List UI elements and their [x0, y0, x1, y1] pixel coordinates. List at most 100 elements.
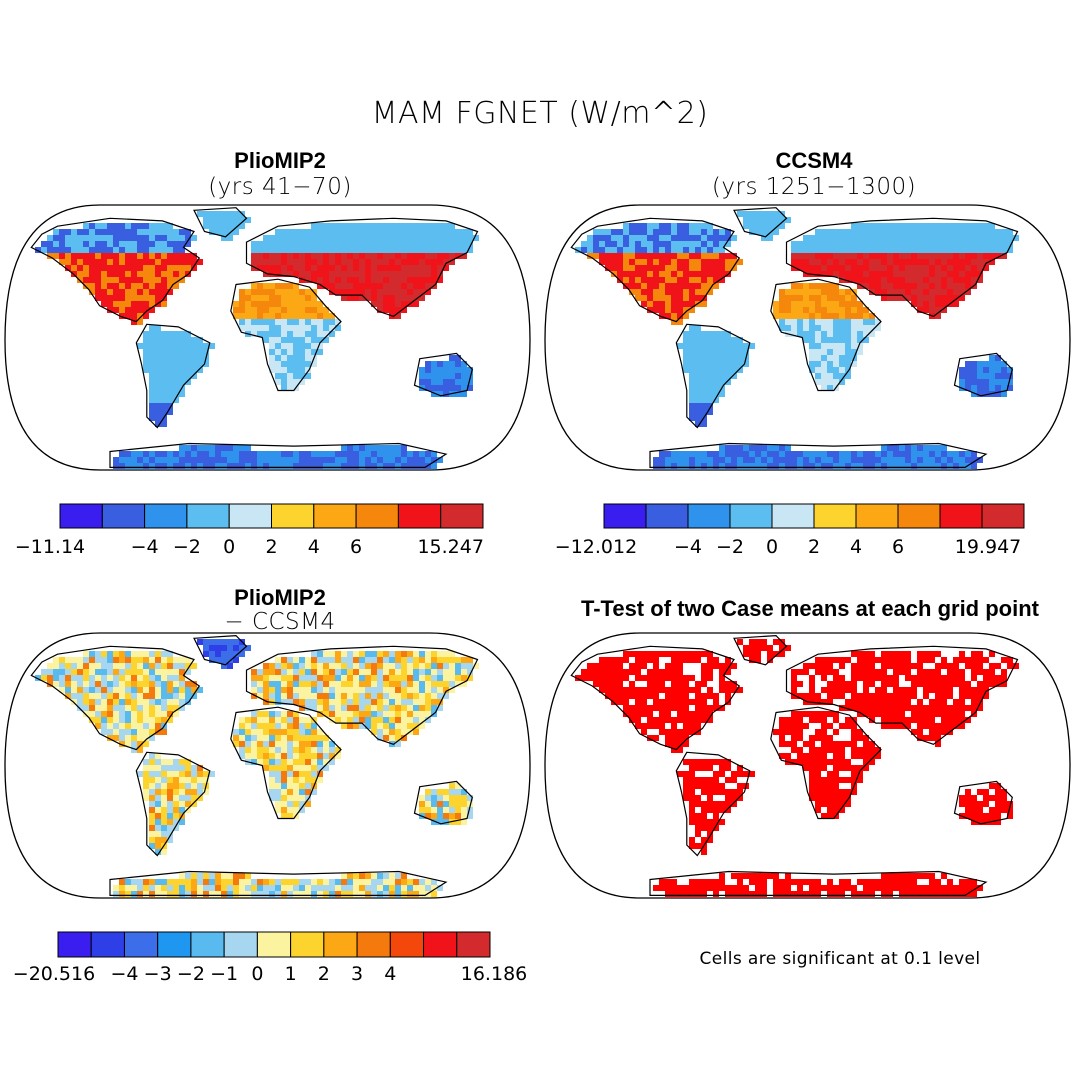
colorbar-1-tick-label: 6 [350, 536, 363, 558]
panel-3-title: PlioMIP2 [234, 585, 326, 610]
colorbar-3-swatch [456, 931, 491, 958]
colorbar-3-tick-label: 0 [251, 963, 264, 985]
coastline-antarctica [109, 442, 448, 468]
colorbar-1-swatch [186, 503, 230, 529]
coastline-greenland [733, 634, 788, 666]
colorbar-2-tick-label: −2 [715, 536, 745, 558]
coastline-namerica [30, 217, 201, 323]
colorbar-3-swatch [157, 931, 192, 958]
colorbar-2 [603, 503, 1025, 529]
map-frame-1 [4, 204, 531, 471]
colorbar-2-swatch [729, 503, 773, 529]
colorbar-1-tick-label: −4 [130, 536, 159, 558]
coastline-samerica [135, 323, 211, 429]
map-panel-2 [570, 207, 1019, 469]
colorbar-2-tick-label: −12.012 [554, 536, 638, 558]
coastline-eurasia [785, 217, 1019, 317]
colorbar-1 [59, 503, 484, 529]
coastline-antarctica [109, 870, 448, 897]
panel-3-subtitle: − CCSM4 [224, 609, 336, 635]
colorbar-1-swatch [313, 503, 357, 529]
colorbar-3-swatch [356, 931, 391, 958]
coastline-antarctica [649, 870, 988, 897]
panel-1-subtitle: (yrs 41−70) [208, 174, 352, 200]
colorbar-1-swatch [101, 503, 146, 529]
colorbar-3-tick-label: 16.186 [460, 963, 528, 985]
colorbar-3-swatch [90, 931, 125, 958]
coastline-eurasia [245, 645, 479, 745]
colorbar-3-tick-label: 3 [351, 963, 364, 985]
colorbar-3-swatch [123, 931, 159, 958]
colorbar-3-tick-label: −2 [176, 963, 205, 985]
figure-title: MAM FGNET (W/m^2) [371, 96, 709, 131]
coastline-samerica [135, 751, 211, 857]
colorbar-1-tick-label: −11.14 [14, 536, 86, 558]
coastline-greenland [733, 207, 788, 238]
coastline-samerica [675, 751, 751, 857]
colorbar-3-tick-label: −4 [110, 963, 139, 985]
coastline-namerica [30, 645, 201, 751]
colorbar-1-swatch [271, 503, 315, 529]
colorbar-1-swatch [397, 503, 442, 529]
colorbar-2-tick-label: 0 [765, 536, 779, 558]
map-panel-1 [30, 207, 479, 469]
colorbar-3-swatch [190, 931, 225, 958]
colorbar-2-swatch [939, 503, 983, 529]
colorbar-1-tick-label: 2 [265, 536, 278, 558]
coastline-samerica [675, 323, 751, 429]
panel-1-title: PlioMIP2 [234, 148, 326, 173]
colorbar-2-swatch [645, 503, 689, 529]
map-frame-3 [4, 632, 531, 899]
colorbar-3-swatch [290, 931, 325, 958]
colorbar-2-tick-label: 6 [891, 536, 905, 558]
panel-4-title: T-Test of two Case means at each grid po… [580, 596, 1039, 621]
colorbar-2-tick-label: −4 [673, 536, 703, 558]
colorbar-1-tick-label: 0 [223, 536, 236, 558]
coastline-eurasia [245, 217, 479, 317]
map-panel-4 [570, 634, 1019, 897]
coastline-africa [230, 706, 342, 820]
colorbar-3-tick-label: 1 [284, 963, 297, 985]
colorbar-2-swatch [771, 503, 815, 529]
map-frame-4 [544, 632, 1071, 899]
colorbar-2-tick-label: 4 [849, 536, 863, 558]
colorbar-2-swatch [813, 503, 857, 529]
colorbar-1-swatch [144, 503, 188, 529]
colorbar-1-swatch [440, 503, 484, 529]
colorbar-1-swatch [355, 503, 399, 529]
map-panel-3 [30, 634, 479, 897]
coastline-eurasia [785, 645, 1019, 745]
coastline-namerica [570, 217, 741, 323]
colorbar-3-tick-label: 4 [384, 963, 397, 985]
colorbar-2-swatch [855, 503, 899, 529]
colorbar-2-swatch [603, 503, 647, 529]
colorbar-2-tick-label: 19.947 [954, 536, 1022, 558]
coastline-australia [413, 780, 473, 825]
coastline-greenland [193, 207, 248, 238]
coastline-australia [953, 780, 1013, 825]
colorbar-1-tick-label: −2 [172, 536, 201, 558]
map-frame-2 [544, 204, 1071, 471]
coastline-antarctica [649, 442, 988, 468]
panel-2-subtitle: (yrs 1251−1300) [711, 174, 917, 200]
colorbar-3-tick-label: −3 [143, 963, 172, 985]
coastline-namerica [570, 645, 741, 751]
colorbar-2-tick-label: 2 [807, 536, 821, 558]
colorbar-1-tick-label: 15.247 [417, 536, 484, 558]
colorbar-3-tick-label: −20.516 [12, 963, 96, 985]
coastline-greenland [193, 634, 248, 666]
colorbar-3-swatch [57, 931, 92, 958]
colorbar-1-swatch [228, 503, 272, 529]
colorbar-1-tick-label: 4 [307, 536, 320, 558]
colorbar-3-tick-label: 2 [317, 963, 330, 985]
colorbar-3-tick-label: −1 [210, 963, 239, 985]
colorbar-3-swatch [389, 931, 425, 958]
colorbar-2-swatch [897, 503, 941, 529]
colorbar-2-swatch [687, 503, 731, 529]
colorbar-2-swatch [981, 503, 1025, 529]
colorbar-3-swatch [323, 931, 358, 958]
panel-2-title: CCSM4 [775, 148, 853, 173]
coastline-africa [770, 278, 882, 392]
colorbar-3-swatch [256, 931, 292, 958]
